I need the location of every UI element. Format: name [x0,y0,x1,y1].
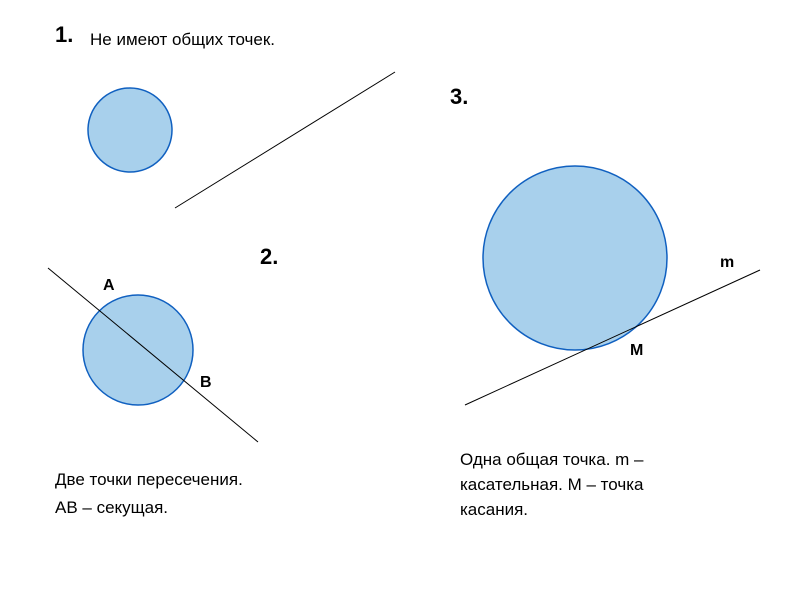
diagram-3-caption-0: Одна общая точка. m – [460,450,643,470]
diagram-2-caption-0: Две точки пересечения. [55,470,243,490]
diagram-3-caption-1: касательная. М – точка [460,475,643,495]
diagram-2-caption-1: АВ – секущая. [55,498,168,518]
point-label-a: А [103,277,115,295]
diagram-3-number: 3. [450,84,468,110]
point-label-small-m: m [720,254,734,272]
diagram-3-caption-2: касания. [460,500,528,520]
point-label-big-m: М [630,342,643,360]
point-label-b: В [200,374,212,392]
diagram-1-number: 1. [55,22,73,48]
diagram-2-number: 2. [260,244,278,270]
diagram-1-caption: Не имеют общих точек. [90,30,275,50]
